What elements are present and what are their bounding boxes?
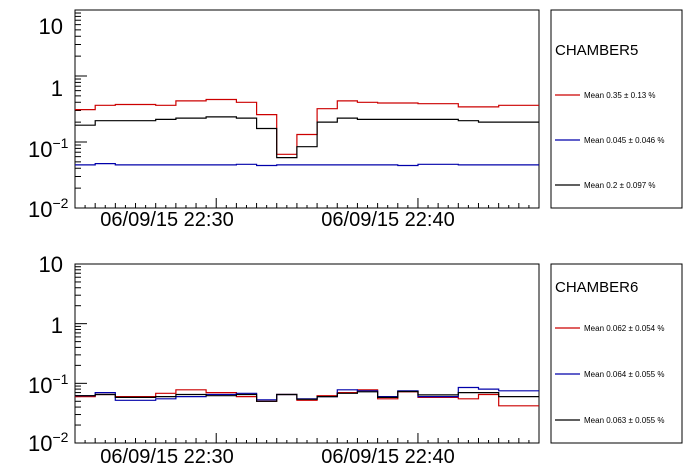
legend-box-1	[550, 9, 683, 209]
ytick-label-10-p2: 10	[39, 252, 63, 277]
y-axis-ticks-1	[75, 9, 87, 209]
ytick-label-10: 10	[39, 14, 63, 39]
xtick-label-2230: 06/09/15 22:30	[100, 209, 233, 231]
ytick-label-0.1: 10−1	[28, 135, 69, 162]
ytick-label-0.01-p2: 10−2	[28, 429, 69, 456]
xtick-label-2230-p2: 06/09/15 22:30	[100, 446, 233, 468]
legend-entry-black: Mean 0.2 ± 0.097 %	[584, 181, 656, 190]
xtick-label-2240-p2: 06/09/15 22:40	[321, 446, 454, 468]
legend-entry-blue-p2: Mean 0.064 ± 0.055 %	[584, 370, 664, 379]
ytick-label-0.1-p2: 10−1	[28, 371, 69, 398]
x-axis-ticks-1	[74, 198, 540, 208]
series-line-red-p2	[75, 389, 539, 407]
legend-entry-black-p2: Mean 0.063 ± 0.055 %	[584, 416, 664, 425]
series-line-red	[75, 98, 539, 155]
panel-chamber6: 10 1 10−1 10−2 06/09/15 22:30 06/09/15 2…	[28, 252, 683, 468]
series-line-black-p2	[75, 390, 539, 402]
plot-frame-2	[74, 263, 540, 444]
ytick-label-1-p2: 1	[51, 313, 63, 338]
legend-entry-blue: Mean 0.045 ± 0.046 %	[584, 136, 664, 145]
legend-title-2: CHAMBER6	[555, 279, 638, 296]
legend-entry-red-p2: Mean 0.062 ± 0.054 %	[584, 324, 664, 333]
legend-entry-red: Mean 0.35 ± 0.13 %	[584, 91, 656, 100]
legend-box-2	[550, 263, 683, 444]
y-axis-ticks-2	[75, 263, 87, 444]
ytick-label-0.01: 10−2	[28, 195, 69, 222]
legend-title-1: CHAMBER5	[555, 42, 638, 59]
ytick-label-1: 1	[51, 76, 63, 101]
legend-chamber6: CHAMBER6 Mean 0.062 ± 0.054 % Mean 0.064…	[550, 263, 683, 444]
panel-chamber5: 10 1 10−1 10−2 06/09/15 22:30 06/09/15 2…	[28, 9, 683, 231]
x-axis-ticks-2	[74, 433, 540, 443]
legend-chamber5: CHAMBER5 Mean 0.35 ± 0.13 % Mean 0.045 ±…	[550, 9, 683, 209]
series-line-black	[75, 116, 539, 159]
series-line-blue	[75, 163, 539, 167]
xtick-label-2240: 06/09/15 22:40	[321, 209, 454, 231]
plot-frame-1	[74, 9, 540, 209]
